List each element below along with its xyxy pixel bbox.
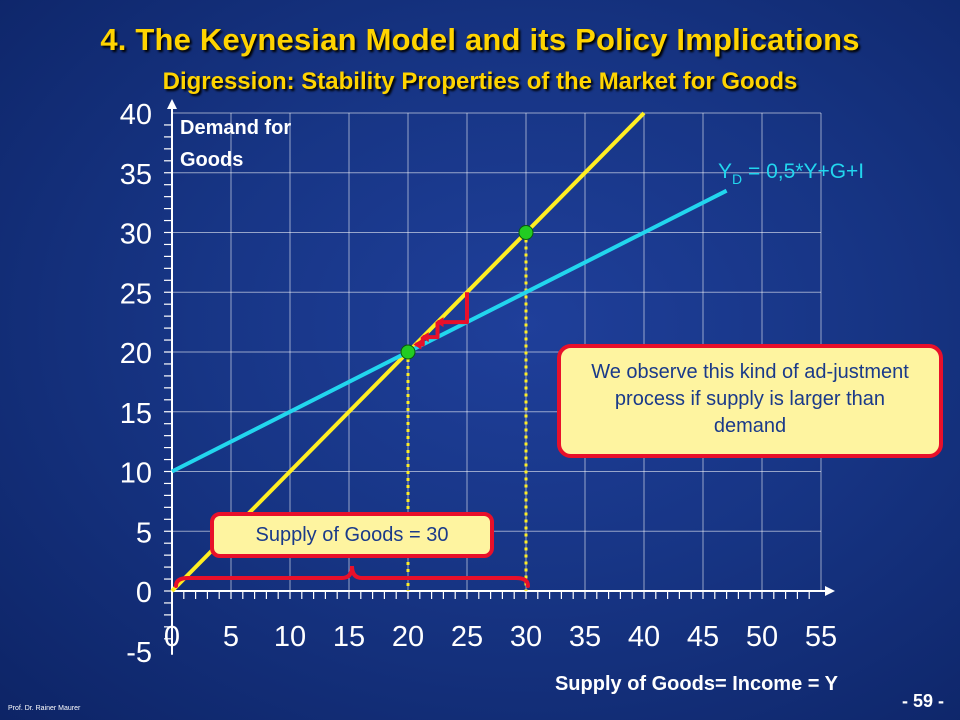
y-axis-label-line2: Goods	[180, 149, 243, 171]
adjustment-arrow	[413, 339, 422, 350]
data-point	[400, 344, 416, 360]
y-tick-label: 20	[120, 338, 152, 370]
y-tick-label: 25	[120, 278, 152, 310]
x-tick-label: 55	[805, 621, 837, 653]
adjustment-callout: We observe this kind of ad-justment proc…	[557, 344, 943, 458]
y-tick-label: 40	[120, 99, 152, 131]
x-tick-label: 20	[392, 621, 424, 653]
page-number: - 59 -	[901, 691, 944, 711]
x-tick-label: 40	[628, 621, 660, 653]
author-footer: Prof. Dr. Rainer Maurer	[8, 705, 81, 712]
x-tick-label: 15	[333, 621, 365, 653]
supply-callout: Supply of Goods = 30	[210, 512, 494, 558]
slide-subtitle: Digression: Stability Properties of the …	[162, 68, 798, 95]
y-tick-label: 10	[120, 458, 152, 490]
y-tick-label: -5	[126, 637, 152, 669]
tick-labels: 0 5 10 15 20 25 30 35 40 45 50 55 -5 0 5 10 15 20 25 30 35 40	[120, 99, 837, 669]
x-axis-label: Supply of Goods= Income = Y	[555, 673, 839, 695]
y-tick-label: 35	[120, 159, 152, 191]
adjustment-steps	[413, 292, 469, 350]
slide-title: 4. The Keynesian Model and its Policy Im…	[100, 22, 860, 57]
x-tick-label: 45	[687, 621, 719, 653]
demand-function-label: YD = 0,5*Y+G+I	[718, 160, 864, 187]
x-tick-label: 10	[274, 621, 306, 653]
x-tick-label: 0	[164, 621, 180, 653]
demand-line	[171, 188, 728, 474]
x-tick-label: 35	[569, 621, 601, 653]
x-tick-label: 5	[223, 621, 239, 653]
supply-brace	[174, 565, 530, 588]
x-tick-label: 30	[510, 621, 542, 653]
x-tick-label: 50	[746, 621, 778, 653]
y-tick-label: 30	[120, 219, 152, 251]
supply-brace	[174, 565, 530, 588]
y-axis-arrow	[167, 99, 177, 109]
adjustment-step	[437, 292, 469, 325]
y-tick-label: 15	[120, 398, 152, 430]
x-tick-label: 25	[451, 621, 483, 653]
projection-lines	[406, 232, 528, 591]
data-point	[518, 225, 534, 240]
x-axis-arrow	[825, 586, 835, 596]
chart-points	[400, 225, 534, 360]
y-tick-label: 5	[136, 517, 152, 549]
y-tick-label: 0	[136, 577, 152, 609]
chart-axes	[164, 99, 835, 655]
y-axis-label-line1: Demand for	[180, 117, 291, 139]
